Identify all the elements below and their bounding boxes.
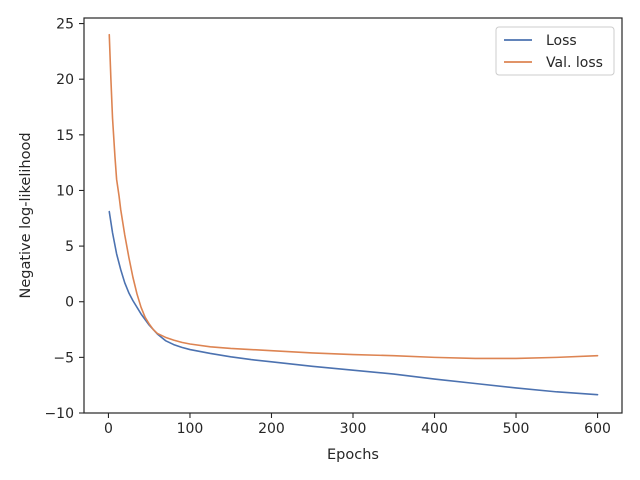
legend-val-loss-label: Val. loss: [546, 55, 603, 71]
y-axis-label: Negative log-likelihood: [18, 132, 34, 298]
legend: Loss Val. loss: [495, 26, 615, 76]
x-axis-label: Epochs: [327, 447, 379, 463]
x-tick-label: 100: [177, 421, 204, 437]
x-tick-label: 500: [503, 421, 530, 437]
x-tick-label: 600: [584, 421, 611, 437]
axes-frame: [83, 17, 623, 414]
y-tick-label: 20: [56, 72, 74, 88]
axis-ticks: 0 100 200 300 400 500 600 −10 −5 0 5 10 15 20 25: [44, 17, 610, 437]
y-tick-label: −10: [44, 406, 74, 422]
x-tick-label: 200: [258, 421, 285, 437]
plot-area: [108, 33, 599, 396]
legend-loss-label: Loss: [546, 33, 577, 49]
y-tick-label: 15: [56, 128, 74, 144]
x-tick-label: 300: [340, 421, 367, 437]
y-tick-label: 5: [65, 239, 74, 255]
legend-frame: [495, 26, 615, 76]
x-tick-label: 0: [104, 421, 113, 437]
y-tick-label: 25: [56, 17, 74, 33]
series-line-loss: [108, 210, 599, 396]
y-tick-label: −5: [53, 350, 74, 366]
y-tick-label: 10: [56, 183, 74, 199]
y-tick-label: 0: [65, 295, 74, 311]
series-line-val-loss: [108, 33, 599, 360]
x-tick-label: 400: [421, 421, 448, 437]
